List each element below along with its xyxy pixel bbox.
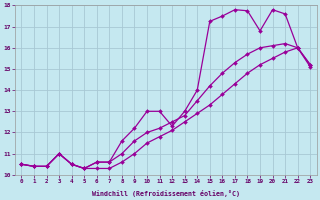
X-axis label: Windchill (Refroidissement éolien,°C): Windchill (Refroidissement éolien,°C) <box>92 190 240 197</box>
